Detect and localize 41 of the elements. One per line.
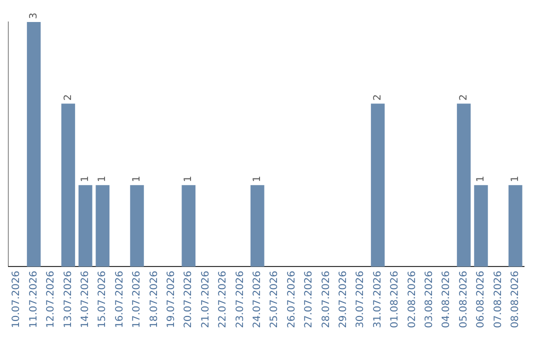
x-tick-label: 21.07.2026 (200, 270, 212, 328)
x-tick-label: 05.08.2026 (458, 270, 470, 328)
x-tick-label: 26.07.2026 (286, 270, 298, 328)
x-tick-label: 20.07.2026 (183, 270, 194, 328)
x-tick-label: 01.08.2026 (390, 270, 401, 328)
data-label: 3 (28, 12, 40, 19)
data-label: 2 (62, 94, 74, 101)
x-tick-label: 30.07.2026 (355, 270, 366, 328)
x-tick-label: 03.08.2026 (424, 270, 435, 328)
x-tick-label: 14.07.2026 (80, 270, 91, 328)
data-label: 1 (510, 176, 521, 182)
data-label: 2 (458, 94, 470, 101)
x-tick-label: 13.07.2026 (62, 270, 74, 328)
data-label: 1 (80, 176, 91, 182)
data-label: 1 (132, 176, 143, 182)
x-tick-label: 22.07.2026 (218, 270, 229, 328)
x-tick-label: 08.08.2026 (510, 270, 521, 328)
data-label: 2 (372, 94, 384, 101)
data-label: 1 (97, 176, 108, 182)
x-tick-label: 16.07.2026 (114, 270, 126, 328)
x-tick-label: 24.07.2026 (252, 270, 263, 328)
data-label: 1 (252, 176, 263, 182)
x-tick-label: 27.07.2026 (304, 270, 315, 328)
data-label: 1 (476, 176, 487, 182)
x-tick-label: 12.07.2026 (46, 270, 57, 328)
x-tick-label: 10.07.2026 (11, 270, 22, 328)
x-tick-label: 23.07.2026 (234, 270, 246, 328)
x-tick-label: 29.07.2026 (338, 270, 349, 328)
x-tick-label: 15.07.2026 (97, 270, 108, 328)
x-tick-label: 18.07.2026 (148, 270, 160, 328)
x-tick-label: 02.08.2026 (406, 270, 418, 328)
data-label: 1 (183, 176, 194, 182)
x-tick-label: 25.07.2026 (269, 270, 280, 328)
x-tick-label: 19.07.2026 (166, 270, 177, 328)
x-tick-label: 11.07.2026 (28, 270, 40, 328)
x-tick-label: 07.08.2026 (492, 270, 504, 328)
x-tick-label: 17.07.2026 (132, 270, 143, 328)
x-tick-label: 04.08.2026 (441, 270, 452, 328)
x-tick-label: 31.07.2026 (372, 270, 384, 328)
x-tick-label: 28.07.2026 (320, 270, 332, 328)
x-tick-label: 06.08.2026 (476, 270, 487, 328)
